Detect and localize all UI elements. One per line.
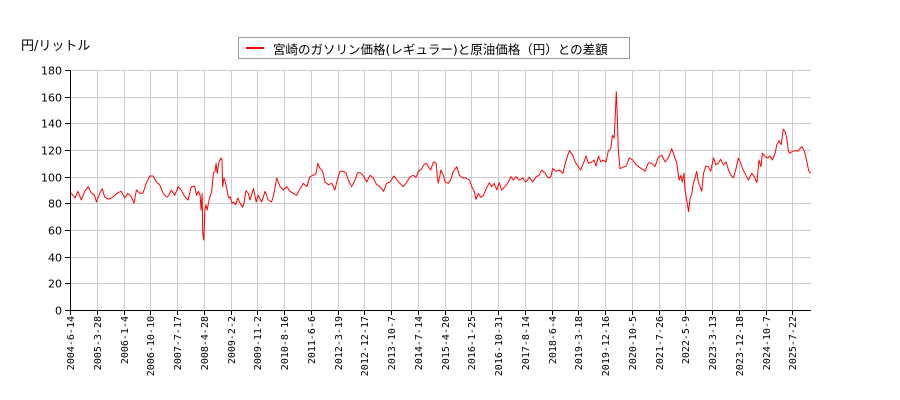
x-tick-label: 2025-7-22	[788, 316, 799, 370]
x-tick-label: 2011-6-6	[307, 316, 318, 364]
x-tick-label: 2006-10-10	[146, 316, 157, 376]
y-tick-label: 100	[41, 172, 62, 185]
legend: 宮崎のガソリン価格(レギュラー)と原油価格（円）との差額	[238, 37, 630, 59]
x-tick-label: 2015-4-20	[441, 316, 452, 370]
y-tick-label: 120	[41, 145, 62, 158]
x-tick-label: 2012-12-17	[360, 316, 371, 376]
x-tick-label: 2019-12-16	[601, 316, 612, 376]
y-tick-label: 80	[48, 198, 62, 211]
x-tick-label: 2022-5-9	[681, 316, 692, 364]
x-tick-label: 2014-7-14	[414, 316, 425, 370]
legend-line-swatch-icon	[246, 47, 264, 49]
y-axis-unit-label: 円/リットル	[21, 39, 91, 54]
x-axis-ticks: 2004-6-14 2005-3-28 2006-1-4 2006-10-10 2007…	[66, 310, 799, 376]
x-tick-label: 2009-11-2	[253, 316, 264, 370]
x-tick-label: 2008-4-28	[200, 316, 211, 370]
y-tick-label: 40	[48, 252, 62, 265]
series-line	[70, 91, 812, 241]
legend-label: 宮崎のガソリン価格(レギュラー)と原油価格（円）との差額	[273, 41, 608, 57]
x-tick-label: 2004-6-14	[66, 316, 77, 370]
x-tick-label: 2020-10-5	[628, 316, 639, 370]
x-tick-label: 2006-1-4	[120, 316, 131, 364]
y-axis-ticks: 0 20 40 60 80 100 120 140 160 180	[41, 65, 70, 318]
y-tick-label: 160	[41, 92, 62, 105]
x-tick-label: 2019-3-18	[574, 316, 585, 370]
x-tick-label: 2023-3-13	[708, 316, 719, 370]
x-tick-label: 2007-7-17	[173, 316, 184, 370]
x-tick-label: 2024-10-7	[762, 316, 773, 370]
x-tick-label: 2012-3-19	[334, 316, 345, 370]
x-tick-label: 2023-12-18	[735, 316, 746, 376]
x-tick-label: 2010-8-16	[280, 316, 291, 370]
y-tick-label: 180	[41, 65, 62, 78]
x-tick-label: 2017-8-14	[521, 316, 532, 370]
x-tick-label: 2018-6-4	[548, 316, 559, 364]
x-tick-label: 2016-1-25	[467, 316, 478, 370]
x-tick-label: 2005-3-28	[93, 316, 104, 370]
x-tick-label: 2016-10-31	[494, 316, 505, 376]
y-tick-label: 0	[55, 305, 62, 318]
axes	[70, 70, 811, 311]
y-tick-label: 60	[48, 225, 62, 238]
x-tick-label: 2009-2-2	[227, 316, 238, 364]
y-tick-label: 140	[41, 118, 62, 131]
gridlines	[70, 70, 811, 310]
data-series	[70, 91, 812, 241]
x-tick-label: 2021-7-26	[655, 316, 666, 370]
y-tick-label: 20	[48, 278, 62, 291]
x-tick-label: 2013-10-7	[387, 316, 398, 370]
